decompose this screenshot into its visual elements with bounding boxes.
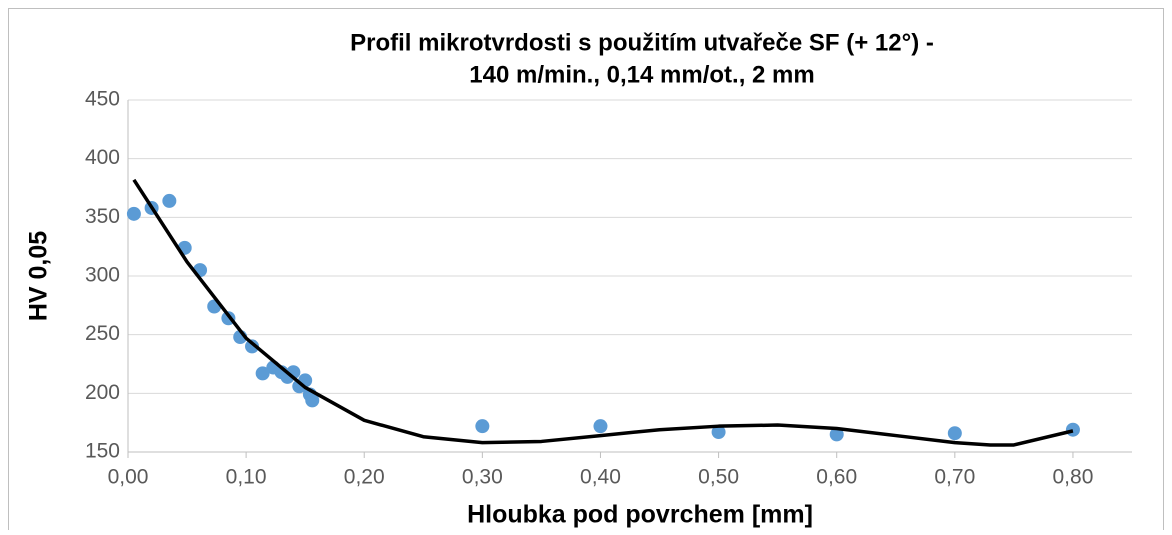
y-tick-label: 150	[85, 440, 120, 463]
point	[255, 366, 270, 381]
y-tick-label: 300	[85, 264, 120, 287]
x-tick-label: 0,80	[1053, 466, 1094, 489]
point	[829, 427, 844, 442]
point	[126, 206, 141, 221]
point	[162, 193, 177, 208]
point	[305, 393, 320, 408]
point	[593, 419, 608, 434]
x-tick-label: 0,30	[462, 466, 503, 489]
x-tick-label: 0,00	[108, 466, 149, 489]
y-axis-label: HV 0,05	[25, 231, 53, 321]
y-tick-label: 350	[85, 205, 120, 228]
x-tick-label: 0,10	[226, 466, 267, 489]
x-tick-label: 0,50	[698, 466, 739, 489]
point	[475, 419, 490, 434]
chart-title: Profil mikrotvrdosti s použitím utvařeče…	[350, 29, 934, 56]
chart-title: 140 m/min., 0,14 mm/ot., 2 mm	[469, 61, 814, 88]
x-tick-label: 0,20	[344, 466, 385, 489]
y-tick-label: 450	[85, 88, 120, 111]
point	[711, 425, 726, 440]
point	[947, 426, 962, 441]
x-tick-label: 0,60	[816, 466, 857, 489]
point	[245, 339, 260, 354]
x-tick-label: 0,40	[580, 466, 621, 489]
x-axis-label: Hloubka pod povrchem [mm]	[467, 501, 813, 529]
point	[1065, 422, 1080, 437]
x-tick-label: 0,70	[934, 466, 975, 489]
y-tick-label: 200	[85, 381, 120, 404]
y-tick-label: 400	[85, 146, 120, 169]
y-tick-label: 250	[85, 322, 120, 345]
trendline	[132, 178, 1074, 447]
